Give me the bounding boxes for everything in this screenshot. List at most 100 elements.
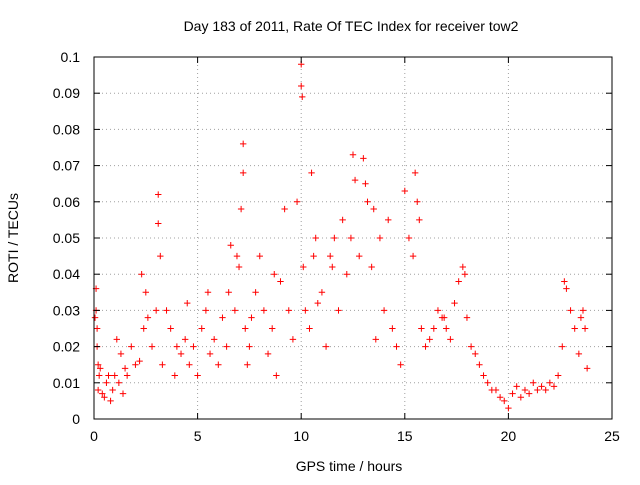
data-point (115, 379, 123, 386)
data-point (434, 307, 442, 314)
data-point (362, 180, 369, 187)
y-tick-label: 0.1 (61, 49, 81, 65)
x-tick-label: 15 (397, 428, 413, 444)
data-point (111, 372, 118, 379)
data-point (370, 205, 377, 213)
data-point (289, 336, 297, 343)
data-point (281, 205, 288, 213)
x-tick-label: 0 (90, 428, 98, 444)
data-point (463, 314, 471, 321)
data-point (418, 325, 425, 332)
data-point (105, 372, 112, 379)
data-point (314, 299, 321, 307)
data-point (322, 343, 330, 350)
data-point (376, 234, 384, 242)
data-point (142, 289, 149, 296)
data-point (138, 271, 145, 278)
data-point (239, 140, 247, 148)
data-point (451, 299, 458, 307)
x-axis-label: GPS time / hours (296, 458, 403, 474)
data-point (95, 372, 103, 379)
data-point (132, 361, 139, 368)
y-axis-label: ROTI / TECUs (5, 193, 21, 283)
data-point (260, 307, 268, 314)
data-point (542, 386, 549, 394)
data-point (492, 386, 500, 394)
data-point (140, 325, 147, 332)
data-point (525, 390, 533, 397)
data-point (256, 252, 263, 260)
data-point (550, 383, 558, 390)
data-point (401, 187, 408, 195)
data-point (117, 350, 125, 358)
data-point (530, 379, 537, 386)
x-tick-label: 20 (501, 428, 517, 444)
data-point (380, 307, 388, 314)
data-point (546, 379, 554, 386)
x-tick-label: 5 (194, 428, 202, 444)
data-point (285, 307, 292, 314)
data-point (246, 343, 253, 350)
data-point (414, 198, 421, 205)
data-point (443, 325, 450, 332)
data-point (184, 299, 191, 307)
data-point (231, 307, 239, 314)
data-point (327, 252, 334, 260)
data-point (496, 394, 504, 401)
data-point (509, 390, 516, 397)
data-point (476, 361, 483, 368)
data-point (227, 242, 234, 249)
data-point (237, 205, 245, 213)
data-point (219, 314, 226, 321)
data-point (123, 372, 131, 379)
data-point (157, 252, 164, 260)
data-point (318, 289, 326, 296)
y-tick-label: 0.07 (53, 158, 80, 174)
data-point (202, 307, 210, 314)
data-point (293, 198, 301, 205)
data-point (393, 343, 400, 350)
data-point (561, 278, 568, 285)
data-point (103, 379, 110, 386)
axis-ticks (93, 56, 613, 420)
data-point (335, 307, 342, 314)
data-point (329, 263, 336, 271)
data-point (113, 336, 120, 343)
data-point (538, 383, 545, 390)
data-point (343, 271, 350, 278)
data-point (173, 343, 181, 350)
x-tick-labels: 0 5 10 15 20 25 (90, 428, 620, 444)
y-tick-label: 0.05 (53, 230, 80, 246)
data-point (581, 325, 589, 332)
data-point (577, 314, 585, 321)
data-point (302, 307, 309, 314)
data-point (409, 252, 417, 260)
data-point (306, 325, 313, 332)
data-point (349, 151, 357, 158)
data-point (459, 263, 467, 271)
data-point (347, 234, 355, 242)
data-point (252, 289, 259, 296)
data-point (440, 314, 448, 321)
data-point (356, 252, 363, 260)
data-point (368, 263, 375, 271)
data-point (575, 350, 583, 358)
data-point (351, 176, 359, 184)
data-point (426, 336, 433, 343)
data-point (312, 234, 319, 242)
data-point (411, 169, 419, 177)
data-point (264, 350, 272, 358)
data-point (91, 314, 99, 321)
data-point (416, 216, 423, 224)
data-point (225, 289, 232, 296)
data-point (223, 343, 230, 350)
data-point (554, 372, 562, 379)
data-point (107, 397, 114, 405)
y-tick-label: 0 (72, 411, 80, 427)
data-point (461, 271, 469, 278)
data-point (248, 314, 255, 321)
data-point (521, 386, 529, 394)
data-point (194, 372, 201, 379)
data-point (144, 314, 152, 321)
